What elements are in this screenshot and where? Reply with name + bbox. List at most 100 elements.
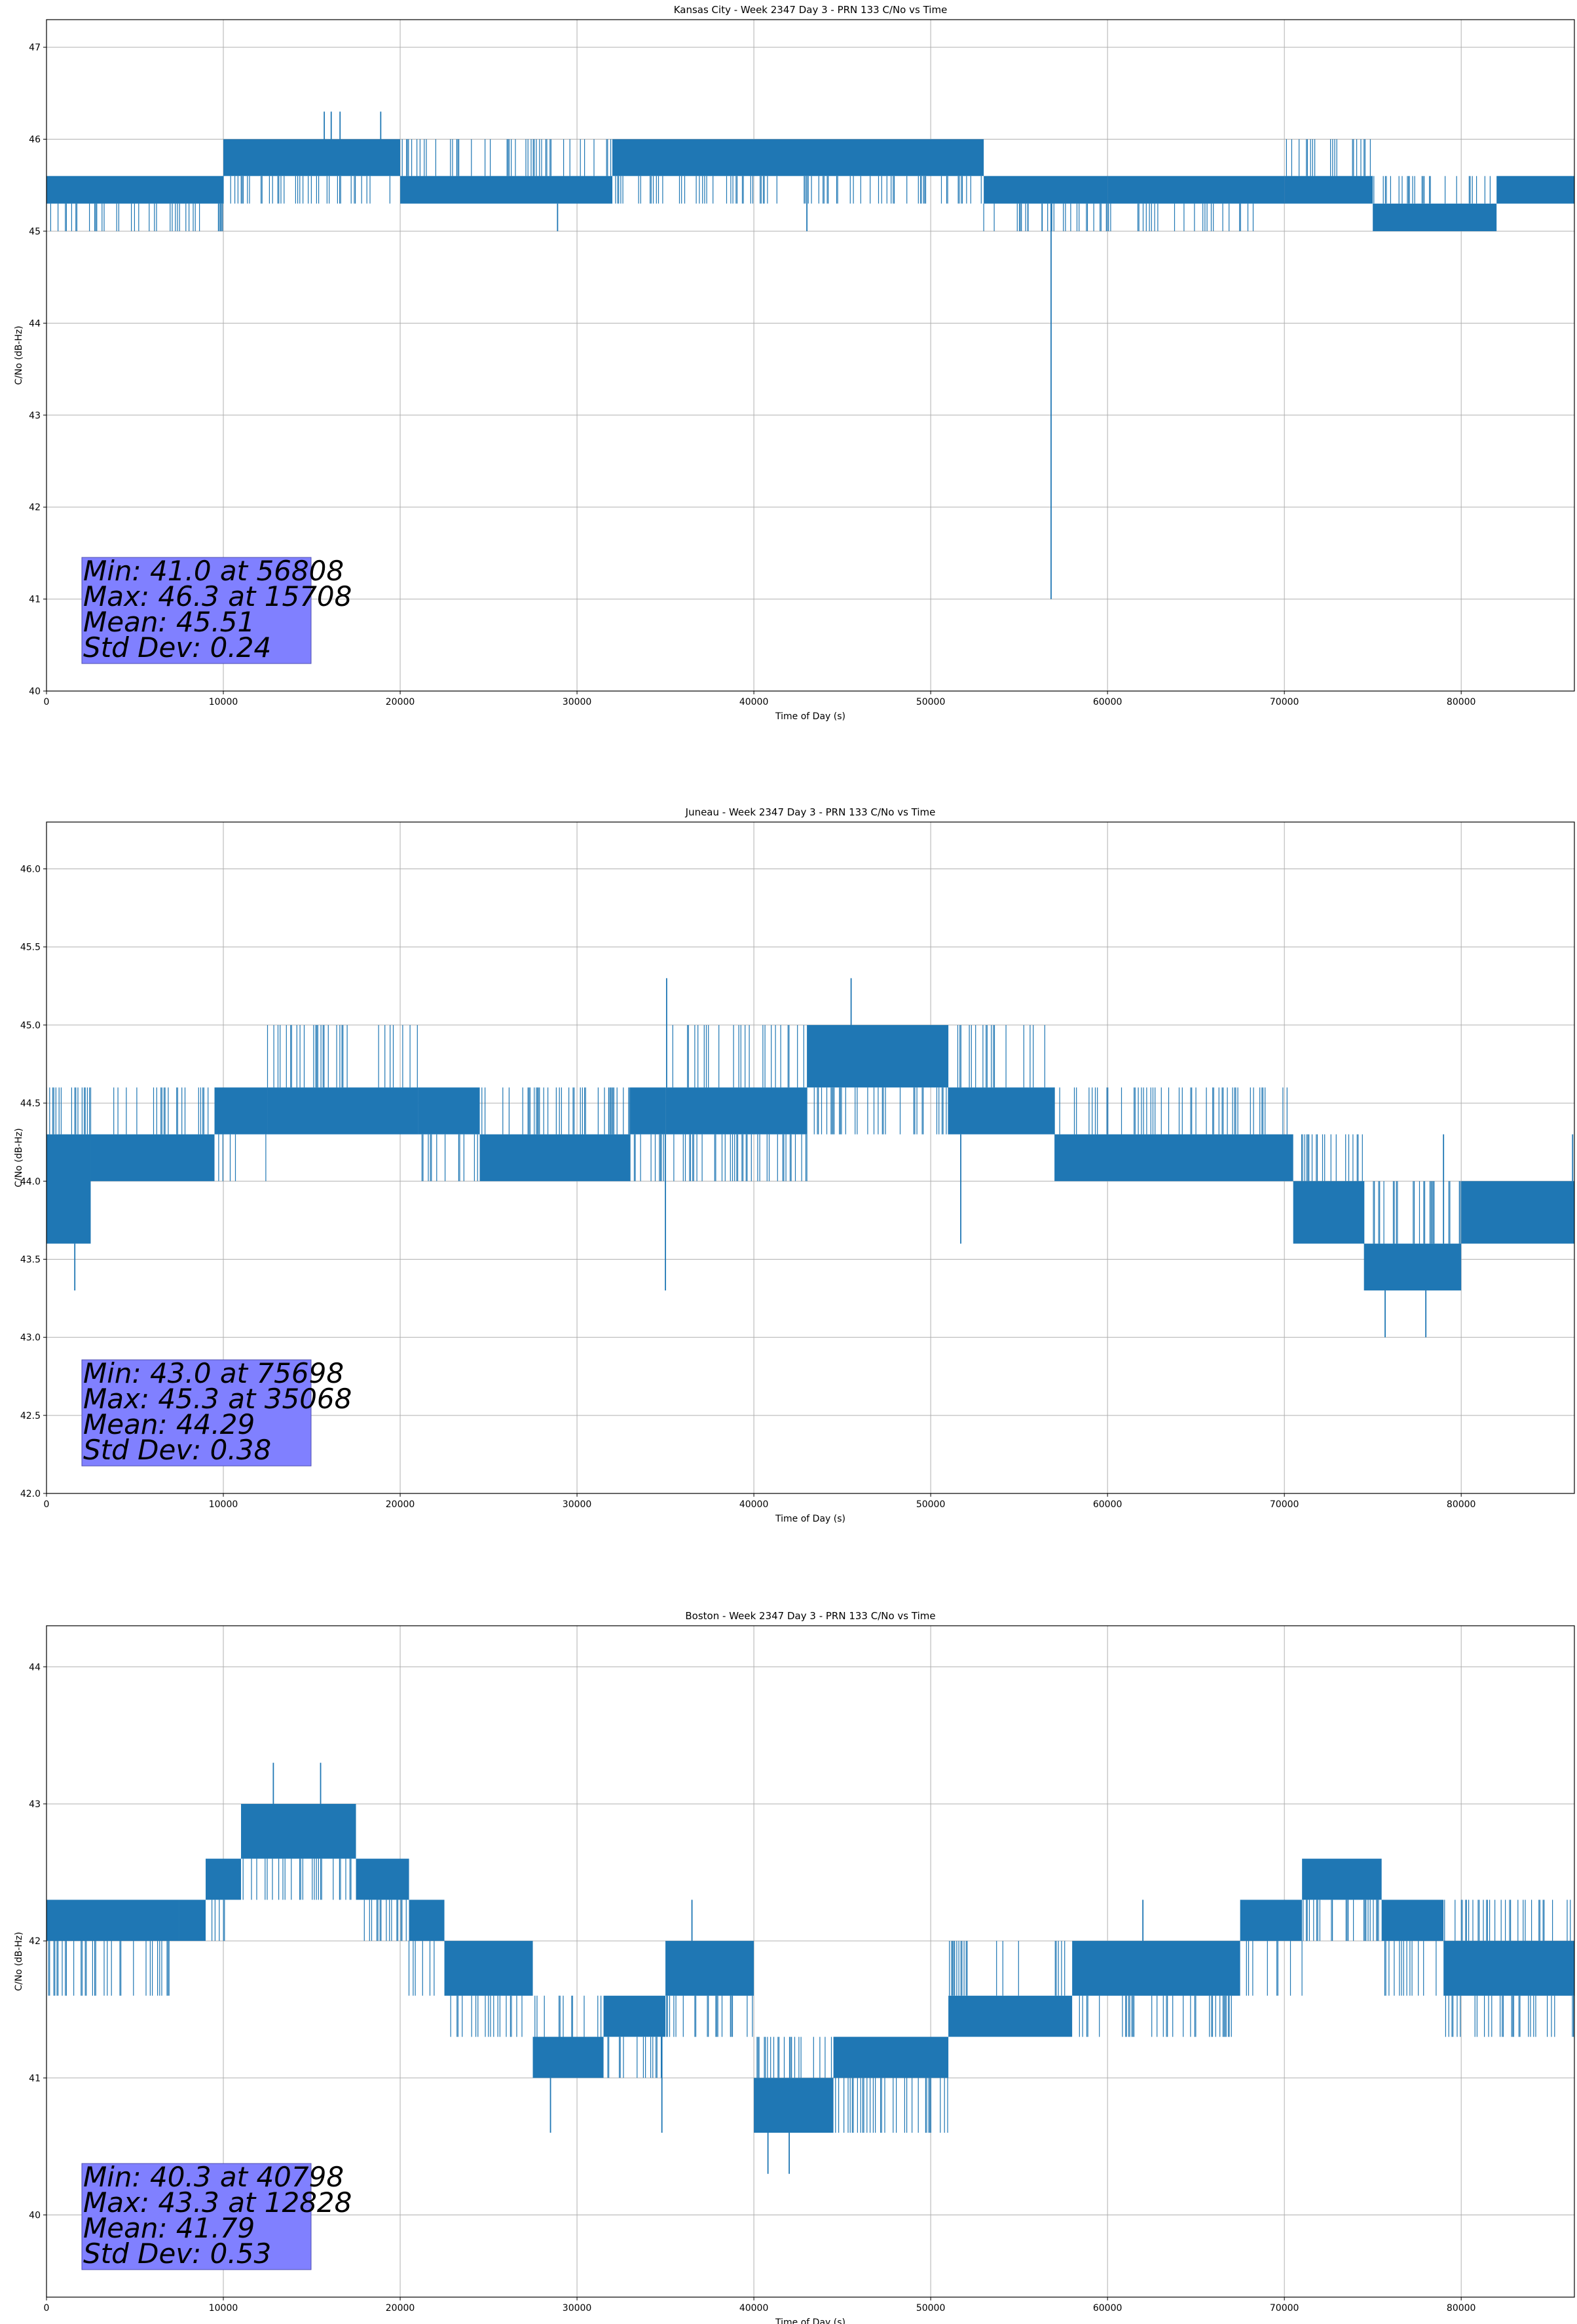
series-band [1302,1858,1382,1900]
x-tick-label: 80000 [1447,697,1476,707]
series-band [206,1858,242,1900]
series-band [179,1900,206,1941]
stats-line: Min: 41.0 at 56808 [83,555,344,587]
x-tick-label: 70000 [1270,2303,1299,2314]
series-noise [835,2078,948,2133]
x-tick-label: 30000 [563,1499,592,1510]
chart-title: Kansas City - Week 2347 Day 3 - PRN 133 … [674,4,948,16]
series-noise [957,1024,1045,1088]
x-axis-label: Time of Day (s) [775,711,845,722]
series-band [241,1803,356,1859]
series-band [665,1941,754,1996]
series-band [444,1941,533,1996]
series-noise [421,1134,478,1182]
y-tick-label: 45.5 [20,943,41,953]
series-noise [408,1941,435,1996]
y-tick-label: 41 [29,2073,41,2084]
stats-line: Mean: 44.29 [83,1408,255,1440]
series-band [46,176,224,204]
series-noise [672,1024,807,1182]
stats-line: Min: 40.3 at 40798 [83,2161,344,2193]
x-tick-label: 20000 [386,697,415,707]
axes-frame [46,19,1575,692]
y-tick-label: 46.0 [20,865,41,875]
chart-boston: Boston - Week 2347 Day 3 - PRN 133 C/No … [14,1610,1575,2324]
stats-box-background [81,1359,312,1467]
series-noise [1246,1941,1303,1996]
chart-juneau: Juneau - Week 2347 Day 3 - PRN 133 C/No … [14,806,1575,1524]
series-noise [806,1087,949,1134]
series-noise [363,1900,407,1941]
x-tick-label: 20000 [386,1499,415,1510]
series-band [46,1900,179,1941]
series-band [1107,176,1285,204]
series-noise [212,1900,225,1941]
series-band [1443,1941,1574,1996]
series-noise [1301,1134,1363,1182]
series-band [1240,1900,1303,1941]
series-band [214,1087,268,1134]
series-noise [50,203,223,231]
x-tick-label: 10000 [209,1499,238,1510]
series-noise [267,1024,418,1088]
y-tick-label: 42.5 [20,1411,41,1421]
axes-frame [46,821,1575,1494]
y-tick-label: 43 [29,411,41,421]
x-tick-label: 60000 [1093,697,1122,707]
x-tick-label: 40000 [739,2303,769,2314]
series-noise [223,176,390,204]
y-tick-label: 43 [29,1799,41,1810]
series-noise [607,2036,662,2078]
x-tick-label: 60000 [1093,1499,1122,1510]
y-tick-label: 47 [29,43,41,53]
series-band [1072,1941,1240,1996]
x-axis-label: Time of Day (s) [775,1514,845,1524]
series-noise [1108,203,1254,231]
y-tick-label: 42.0 [20,1489,41,1499]
x-tick-label: 40000 [739,1499,769,1510]
series-noise [1286,139,1371,176]
stats-box-background [81,557,312,664]
x-tick-label: 80000 [1447,2303,1476,2314]
series-band [409,1900,445,1941]
y-tick-label: 44 [29,318,41,329]
x-tick-label: 70000 [1270,1499,1299,1510]
series-noise [534,1995,602,2037]
x-tick-label: 50000 [916,1499,946,1510]
series-band [418,1087,480,1134]
x-tick-label: 0 [44,1499,50,1510]
stats-box-background [81,2163,312,2270]
series-noise [1444,1900,1574,2037]
series-noise [1303,1900,1379,1941]
stats-line: Min: 43.0 at 75698 [83,1357,344,1389]
series-noise [983,203,1108,231]
series-band [1373,203,1497,231]
series-cno [46,111,1574,599]
y-tick-label: 44.0 [20,1176,41,1187]
x-tick-label: 60000 [1093,2303,1122,2314]
series-band [532,2036,604,2078]
x-tick-label: 10000 [209,697,238,707]
series-band [612,139,984,176]
series-noise [401,139,612,176]
x-tick-label: 50000 [916,697,946,707]
chart-kansas-city: Kansas City - Week 2347 Day 3 - PRN 133 … [14,4,1575,722]
series-noise [615,176,982,204]
series-band [754,2078,834,2133]
x-tick-label: 80000 [1447,1499,1476,1510]
series-band [1054,1134,1293,1182]
series-band [356,1858,409,1900]
chart-title: Boston - Week 2347 Day 3 - PRN 133 C/No … [685,1610,935,1622]
series-band [267,1087,418,1134]
y-axis-label: C/No (dB-Hz) [14,326,24,384]
y-tick-label: 43.0 [20,1333,41,1343]
y-tick-label: 45.0 [20,1021,41,1031]
x-tick-label: 30000 [563,2303,592,2314]
y-tick-label: 44 [29,1662,41,1673]
series-band [90,1134,215,1182]
series-band [1293,1181,1364,1244]
series-noise [949,1941,1066,1996]
series-noise [1054,1087,1288,1134]
